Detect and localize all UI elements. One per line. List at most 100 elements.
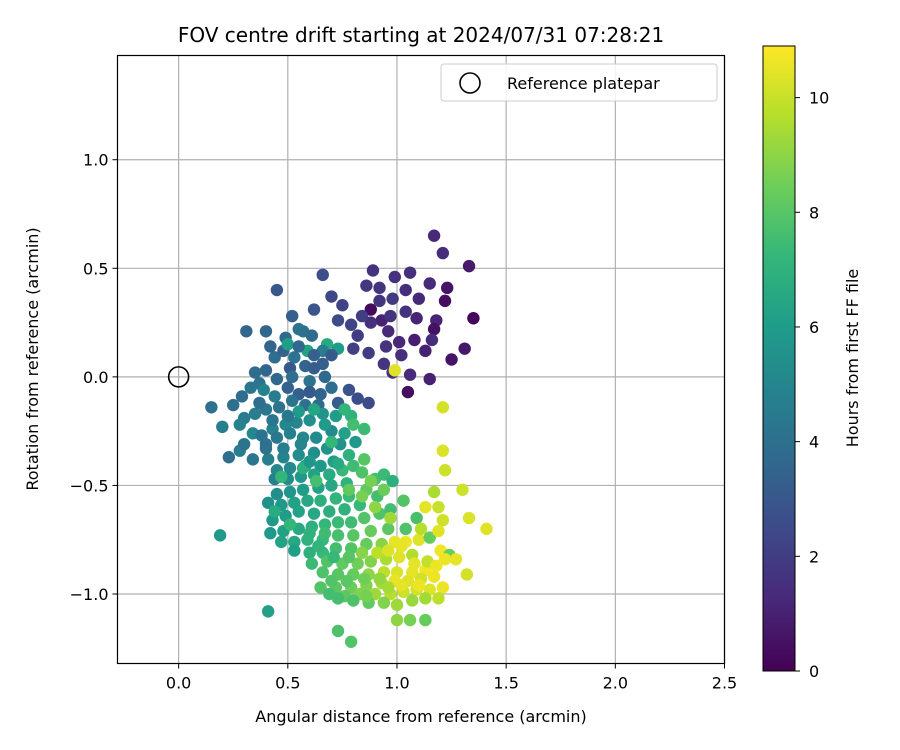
legend: Reference platepar bbox=[440, 63, 718, 102]
data-point bbox=[314, 388, 327, 401]
data-point bbox=[338, 503, 351, 516]
data-point bbox=[292, 405, 305, 418]
data-point bbox=[331, 624, 345, 638]
data-point bbox=[430, 559, 443, 572]
data-point bbox=[449, 553, 463, 566]
data-point bbox=[382, 544, 395, 557]
data-point bbox=[292, 340, 305, 353]
data-point bbox=[342, 383, 356, 397]
data-point bbox=[303, 385, 316, 399]
colorbar bbox=[762, 45, 796, 672]
data-point bbox=[275, 470, 288, 483]
data-point bbox=[270, 283, 284, 297]
data-point bbox=[288, 544, 301, 557]
data-point bbox=[281, 381, 295, 394]
x-axis-ticks: 0.0 0.5 1.0 1.5 2.0 2.5 bbox=[166, 663, 737, 693]
data-point bbox=[377, 483, 391, 496]
x-tick-label: 1.5 bbox=[493, 674, 518, 693]
data-point bbox=[399, 305, 412, 318]
data-point bbox=[296, 483, 310, 496]
data-point bbox=[338, 403, 351, 416]
data-point bbox=[460, 568, 474, 581]
data-point bbox=[285, 370, 299, 384]
data-point bbox=[342, 550, 356, 564]
data-point bbox=[390, 613, 404, 627]
data-point bbox=[480, 522, 493, 536]
data-point bbox=[283, 427, 297, 440]
data-point bbox=[314, 581, 327, 594]
data-point bbox=[305, 329, 319, 342]
data-point bbox=[325, 435, 338, 449]
data-point bbox=[281, 338, 295, 351]
colorbar-tick-label: 6 bbox=[809, 318, 819, 337]
data-point bbox=[403, 613, 417, 627]
data-point bbox=[275, 535, 288, 549]
data-point bbox=[277, 442, 290, 455]
reference-platepar-marker bbox=[167, 366, 190, 388]
data-point bbox=[436, 444, 450, 457]
data-point bbox=[307, 303, 321, 316]
data-point bbox=[222, 451, 236, 464]
data-point bbox=[264, 527, 277, 540]
data-point bbox=[336, 299, 349, 312]
data-point bbox=[403, 266, 417, 279]
data-point bbox=[329, 492, 343, 505]
data-point bbox=[373, 572, 386, 586]
data-point bbox=[427, 229, 441, 242]
x-tick-label: 2.0 bbox=[603, 674, 628, 693]
data-point bbox=[399, 522, 412, 536]
data-point bbox=[355, 466, 369, 479]
data-point bbox=[427, 570, 441, 583]
data-point bbox=[216, 420, 229, 434]
data-point bbox=[410, 312, 423, 325]
data-point bbox=[316, 268, 329, 282]
data-point bbox=[342, 483, 356, 496]
data-point bbox=[318, 518, 332, 531]
y-tick-label: 0.0 bbox=[83, 368, 108, 387]
colorbar-ticks: 0 2 4 6 8 10 bbox=[795, 89, 829, 681]
data-point bbox=[283, 485, 297, 499]
data-point bbox=[432, 592, 445, 605]
data-point bbox=[358, 572, 371, 586]
data-point bbox=[277, 451, 290, 464]
data-point bbox=[423, 277, 436, 290]
data-point bbox=[458, 342, 471, 355]
data-point bbox=[355, 546, 369, 559]
y-tick-label: 1.0 bbox=[83, 151, 108, 170]
data-point bbox=[358, 511, 371, 525]
data-point bbox=[283, 518, 297, 531]
data-point bbox=[292, 448, 305, 462]
data-point bbox=[403, 368, 417, 381]
data-point bbox=[368, 500, 382, 514]
data-point bbox=[408, 557, 421, 570]
data-point bbox=[237, 437, 251, 451]
chart-title: FOV centre drift starting at 2024/07/31 … bbox=[178, 23, 664, 47]
data-point bbox=[419, 592, 432, 605]
data-point bbox=[303, 546, 316, 559]
data-point bbox=[331, 516, 345, 529]
data-point bbox=[248, 407, 262, 420]
data-point bbox=[382, 325, 395, 338]
data-point bbox=[347, 342, 360, 355]
data-point bbox=[325, 479, 338, 492]
data-point bbox=[292, 505, 305, 518]
data-point bbox=[292, 322, 305, 336]
x-tick-label: 0.0 bbox=[166, 674, 191, 693]
data-point bbox=[270, 372, 284, 386]
data-point bbox=[390, 598, 404, 612]
data-point bbox=[347, 459, 360, 473]
data-point bbox=[340, 574, 353, 588]
data-point bbox=[373, 294, 386, 308]
y-axis-label: Rotation from reference (arcmin) bbox=[23, 227, 42, 490]
data-point bbox=[318, 527, 332, 540]
data-point bbox=[436, 513, 450, 527]
data-point bbox=[257, 383, 270, 397]
data-point bbox=[261, 453, 275, 466]
data-point bbox=[312, 540, 325, 553]
data-point bbox=[349, 435, 362, 449]
data-point bbox=[347, 594, 360, 607]
data-point bbox=[270, 487, 284, 501]
data-point bbox=[294, 437, 308, 451]
data-point bbox=[373, 281, 386, 295]
